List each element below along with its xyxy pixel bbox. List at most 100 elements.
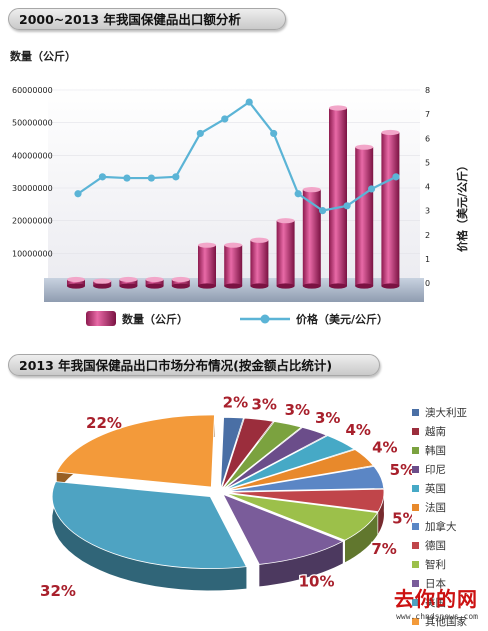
legend-swatch bbox=[412, 485, 419, 492]
legend-item: 英国 bbox=[412, 479, 488, 498]
y2-tick-label: 4 bbox=[425, 183, 430, 192]
price-line bbox=[77, 100, 397, 212]
y-tick-label: 60000000 bbox=[12, 86, 53, 95]
legend-label: 其他国家 bbox=[425, 616, 467, 628]
y2-tick-label: 0 bbox=[425, 279, 430, 288]
bar bbox=[381, 129, 400, 289]
legend-item: 日本 bbox=[412, 574, 488, 593]
pie-percent-label: 4% bbox=[345, 421, 370, 439]
legend-line-label: 价格（美元/公斤） bbox=[296, 312, 388, 326]
y2-tick-label: 5 bbox=[425, 158, 430, 167]
legend-swatch bbox=[412, 618, 419, 625]
pie-percent-label: 3% bbox=[315, 409, 340, 427]
legend-swatch bbox=[412, 542, 419, 549]
y2-tick-label: 7 bbox=[425, 110, 430, 119]
legend-bar-label: 数量（公斤） bbox=[122, 312, 188, 326]
pie-percent-label: 5% bbox=[392, 510, 412, 528]
watermark-logo: 去你的网 bbox=[394, 587, 478, 611]
legend-swatch bbox=[412, 599, 419, 606]
y-tick-label: 10000000 bbox=[12, 249, 53, 258]
export-bar-line-chart: 数量（公斤） 价格（美元/公斤） 10000000 20000000 3000000… bbox=[10, 49, 469, 326]
legend-item: 智利 bbox=[412, 555, 488, 574]
price-point bbox=[319, 207, 327, 215]
legend-label: 美国 bbox=[425, 597, 446, 609]
pie-slice bbox=[225, 465, 385, 492]
pie-percent-label: 32% bbox=[40, 582, 76, 600]
legend-item: 加拿大 bbox=[412, 517, 488, 536]
bar bbox=[198, 242, 216, 289]
price-point bbox=[343, 202, 351, 210]
legend-item: 韩国 bbox=[412, 441, 488, 460]
bar bbox=[145, 276, 164, 289]
y2-tick-label: 1 bbox=[425, 255, 430, 264]
pie-percent-label: 22% bbox=[86, 414, 122, 432]
bar bbox=[119, 276, 138, 289]
pie-slice bbox=[222, 493, 344, 565]
bar bbox=[93, 278, 112, 289]
pie-slice-side bbox=[259, 541, 343, 587]
price-point bbox=[392, 173, 400, 181]
pie-slice bbox=[225, 449, 375, 492]
pie-slice-side bbox=[52, 481, 247, 591]
price-point bbox=[270, 129, 278, 138]
legend-label: 英国 bbox=[425, 483, 446, 495]
legend-label: 加拿大 bbox=[425, 521, 457, 533]
pie-slice bbox=[223, 426, 328, 491]
legend-swatch bbox=[412, 447, 419, 454]
y-tick-label: 30000000 bbox=[12, 184, 53, 193]
pie-slice bbox=[225, 492, 379, 541]
pie-percent-label: 3% bbox=[285, 401, 310, 419]
price-point bbox=[196, 129, 204, 138]
legend-line-marker bbox=[260, 314, 270, 324]
legend-label: 德国 bbox=[425, 540, 446, 552]
legend-label: 智利 bbox=[425, 559, 446, 571]
bar bbox=[171, 276, 190, 289]
legend-item: 德国 bbox=[412, 536, 488, 555]
price-point bbox=[147, 174, 155, 182]
bar bbox=[329, 105, 347, 289]
legend-label: 韩国 bbox=[425, 445, 446, 457]
legend-label: 日本 bbox=[425, 578, 446, 590]
pie-slice bbox=[220, 416, 244, 490]
legend-label: 法国 bbox=[425, 502, 446, 514]
y-tick-label: 40000000 bbox=[12, 151, 53, 160]
price-point bbox=[367, 185, 376, 193]
price-point bbox=[294, 190, 302, 198]
y2-tick-label: 6 bbox=[425, 134, 430, 143]
y2-tick-label: 2 bbox=[425, 231, 430, 240]
y-tick-label: 20000000 bbox=[12, 217, 53, 226]
pie-slice-side bbox=[344, 512, 378, 563]
legend-label: 印尼 bbox=[425, 464, 446, 476]
legend-swatch bbox=[412, 561, 419, 568]
y-tick-label: 50000000 bbox=[12, 119, 53, 128]
legend-item: 其他国家 bbox=[412, 612, 488, 631]
pie-slice bbox=[56, 414, 215, 488]
pie-percent-label: 3% bbox=[251, 396, 276, 414]
price-point bbox=[245, 98, 253, 106]
legend-item: 越南 bbox=[412, 422, 488, 441]
chart1-title-banner: 2000~2013 年我国保健品出口额分析 bbox=[8, 8, 286, 30]
bar bbox=[276, 218, 295, 289]
pie-percent-label: 5% bbox=[390, 461, 412, 479]
legend-swatch bbox=[412, 504, 419, 511]
legend-swatch bbox=[412, 466, 419, 473]
pie-legend: 澳大利亚 越南 韩国 印尼 英国 法国 加拿大 德国 智利 日本 美国 其他国家 bbox=[412, 403, 488, 631]
price-point bbox=[221, 115, 229, 123]
legend-item: 法国 bbox=[412, 498, 488, 517]
pie-percent-label: 4% bbox=[372, 439, 397, 457]
pie-percent-label: 10% bbox=[299, 573, 335, 591]
y2-tick-label: 3 bbox=[425, 207, 430, 216]
watermark-url: www.chndsnews.com bbox=[396, 612, 478, 621]
legend-swatch bbox=[412, 409, 419, 416]
bar bbox=[302, 187, 321, 289]
legend-swatch bbox=[412, 580, 419, 587]
legend-item: 印尼 bbox=[412, 460, 488, 479]
legend-swatch bbox=[412, 428, 419, 435]
bar bbox=[67, 276, 85, 289]
legend-label: 越南 bbox=[425, 426, 446, 438]
pie-slice bbox=[222, 421, 303, 490]
price-point bbox=[123, 174, 131, 182]
chart2-title-banner: 2013 年我国保健品出口市场分布情况(按金额占比统计) bbox=[8, 354, 380, 376]
bar bbox=[250, 237, 269, 289]
y-axis-label: 数量（公斤） bbox=[10, 49, 76, 63]
